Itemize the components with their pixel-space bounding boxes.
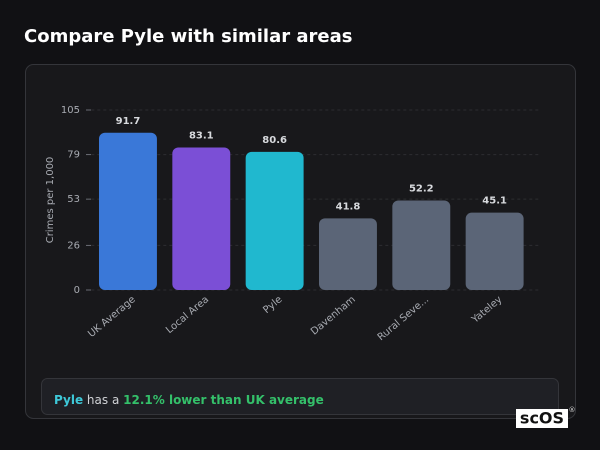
- note-highlight: 12.1% lower than UK average: [123, 393, 324, 407]
- logo: scOS: [520, 409, 564, 428]
- y-tick-label: 79: [67, 150, 80, 161]
- y-tick-label: 105: [61, 105, 80, 116]
- value-label: 41.8: [336, 201, 361, 212]
- value-label: 45.1: [482, 196, 507, 207]
- value-label: 52.2: [409, 184, 434, 195]
- value-label: 83.1: [189, 131, 214, 142]
- y-tick-label: 0: [74, 285, 80, 296]
- logo-mark: ®: [569, 406, 576, 414]
- bar: [99, 132, 157, 290]
- bar: [465, 212, 524, 290]
- page-title: Compare Pyle with similar areas: [24, 26, 352, 47]
- bar: [319, 218, 377, 290]
- y-tick-label: 26: [67, 240, 80, 251]
- bar: [172, 147, 231, 290]
- note-box: [41, 378, 559, 415]
- bar: [392, 200, 451, 290]
- bar: [245, 151, 304, 290]
- y-tick-label: 53: [67, 194, 80, 205]
- value-label: 80.6: [262, 135, 287, 146]
- note-place: Pyle: [54, 393, 83, 407]
- note-text: has a: [87, 393, 119, 407]
- value-label: 91.7: [116, 116, 141, 127]
- note: Pyle has a 12.1% lower than UK average: [54, 393, 324, 407]
- logo-box: [516, 409, 568, 428]
- y-axis-label: Crimes per 1,000: [45, 157, 56, 244]
